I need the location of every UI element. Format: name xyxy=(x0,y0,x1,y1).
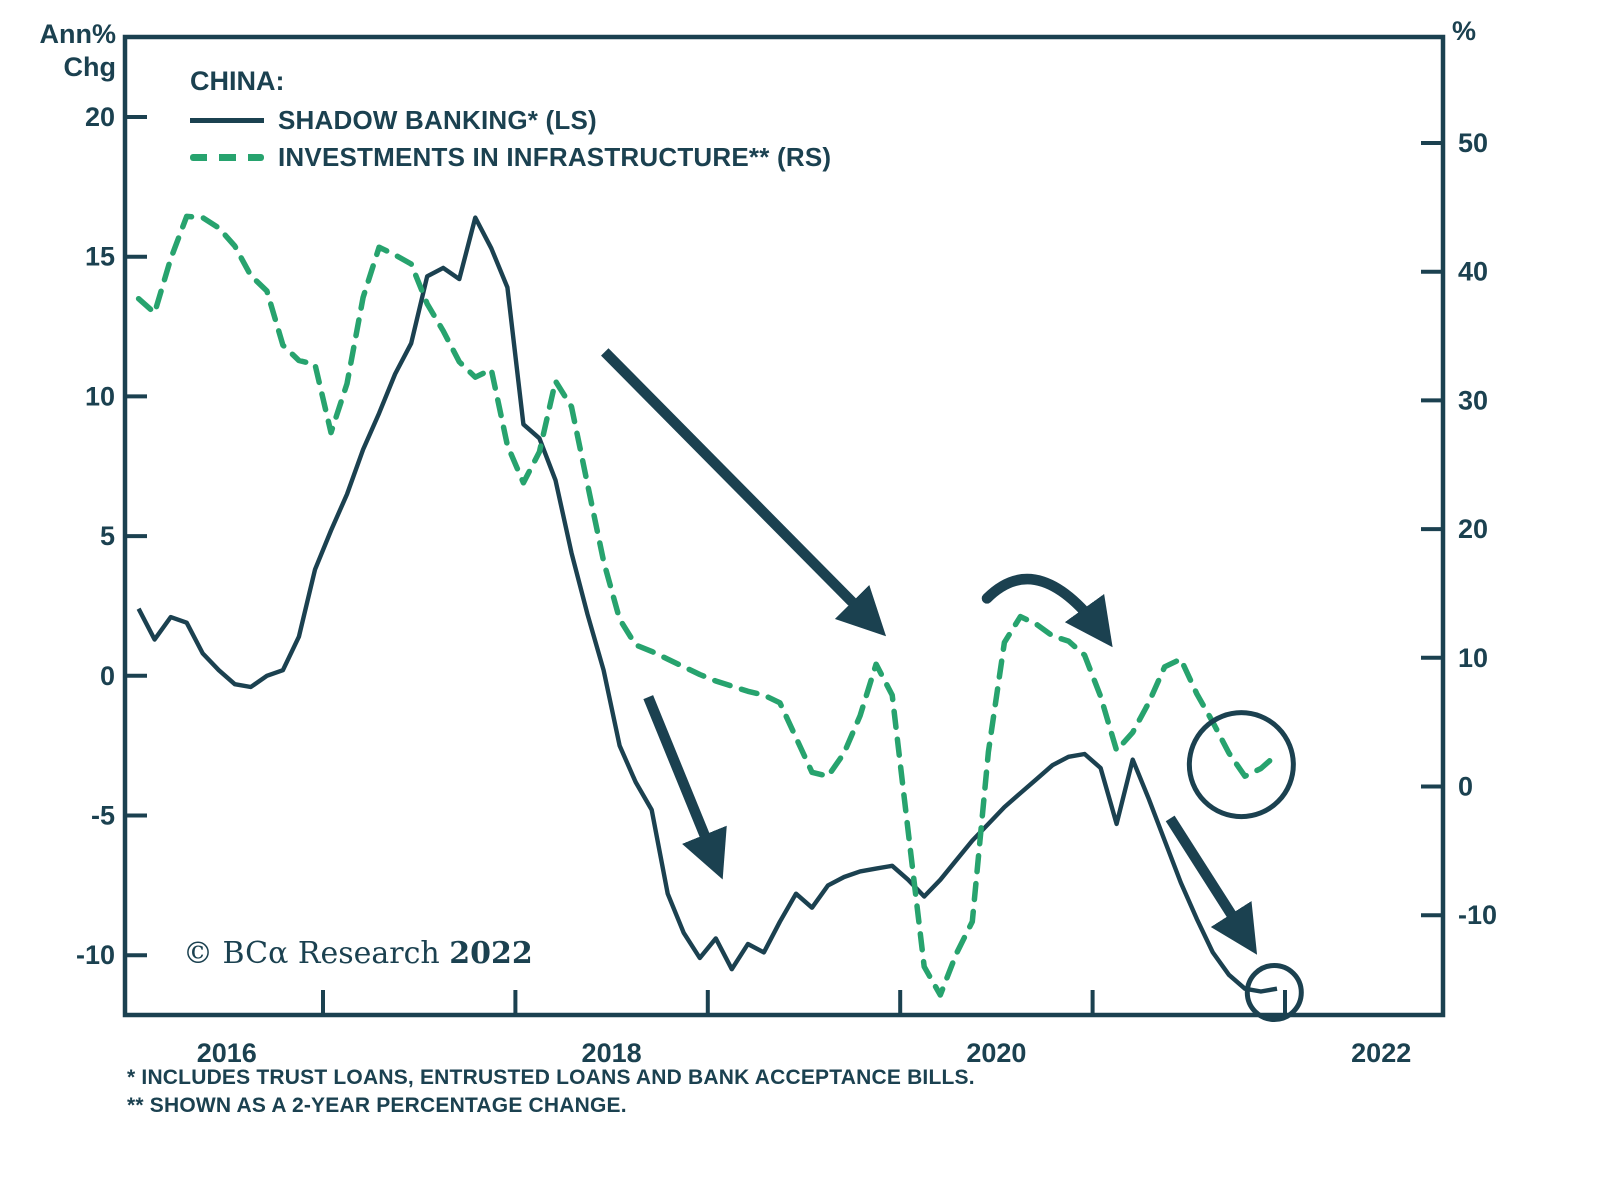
x-axis-year-label: 2020 xyxy=(966,1038,1026,1068)
right-axis-tick-label: 50 xyxy=(1458,128,1488,158)
right-axis-tick-label: 30 xyxy=(1458,385,1488,415)
legend-item-infrastructure: INVESTMENTS IN INFRASTRUCTURE** (RS) xyxy=(190,142,831,173)
right-axis-tick-label: 40 xyxy=(1458,257,1488,287)
rollover-arrow-icon xyxy=(981,573,1113,648)
plot-frame xyxy=(122,34,1446,1018)
downtrend-arrow-lower-icon xyxy=(643,695,727,880)
downtrend-arrow-upper-icon xyxy=(601,348,887,637)
copyright-year: 2022 xyxy=(449,936,533,971)
x-axis-year-label: 2022 xyxy=(1351,1038,1411,1068)
left-axis-title-line1: Ann% xyxy=(39,19,117,49)
axis-ticks xyxy=(125,115,1443,1015)
legend-title: CHINA: xyxy=(190,66,285,96)
shadow-banking-line xyxy=(136,215,1278,994)
right-axis-tick-label: -10 xyxy=(1458,900,1497,930)
right-axis-tick-label: 20 xyxy=(1458,514,1488,544)
left-axis-tick-label: 0 xyxy=(100,661,115,691)
right-axis-title: % xyxy=(1452,16,1477,46)
left-axis-title-line2: Chg xyxy=(63,52,116,82)
left-axis-title: Ann% Chg xyxy=(38,18,117,84)
left-axis-tick-label: 15 xyxy=(85,242,115,272)
copyright-text: © BCα Research xyxy=(183,936,450,971)
left-axis-tick-label: 10 xyxy=(85,381,115,411)
copyright-watermark: © BCα Research 2022 xyxy=(183,936,533,971)
infrastructure-end-circle-icon xyxy=(1186,710,1296,820)
left-axis-tick-label: -10 xyxy=(76,940,115,970)
footnote-1: * INCLUDES TRUST LOANS, ENTRUSTED LOANS … xyxy=(127,1066,975,1089)
footnotes: * INCLUDES TRUST LOANS, ENTRUSTED LOANS … xyxy=(127,1064,975,1120)
legend-label-infrastructure: INVESTMENTS IN INFRASTRUCTURE** (RS) xyxy=(278,142,832,172)
legend-label-shadow-banking: SHADOW BANKING* (LS) xyxy=(278,105,597,135)
solid-line-sample-icon xyxy=(190,118,264,123)
legend: CHINA: SHADOW BANKING* (LS) INVESTMENTS … xyxy=(190,66,831,173)
footnote-2: ** SHOWN AS A 2-YEAR PERCENTAGE CHANGE. xyxy=(127,1094,627,1117)
legend-item-shadow-banking: SHADOW BANKING* (LS) xyxy=(190,105,831,136)
right-axis-tick-label: 0 xyxy=(1458,772,1473,802)
left-axis-tick-label: 20 xyxy=(85,102,115,132)
left-axis-tick-label: -5 xyxy=(91,801,115,831)
shadow-banking-end-circle-icon xyxy=(1244,963,1304,1023)
left-axis-tick-label: 5 xyxy=(100,521,115,551)
x-axis-year-label: 2016 xyxy=(197,1038,257,1068)
right-axis-tick-label: 10 xyxy=(1458,643,1488,673)
dashed-line-sample-icon xyxy=(190,154,264,161)
downtrend-arrow-right-icon xyxy=(1165,815,1258,955)
x-axis-year-label: 2018 xyxy=(582,1038,642,1068)
infrastructure-line xyxy=(135,213,1280,998)
